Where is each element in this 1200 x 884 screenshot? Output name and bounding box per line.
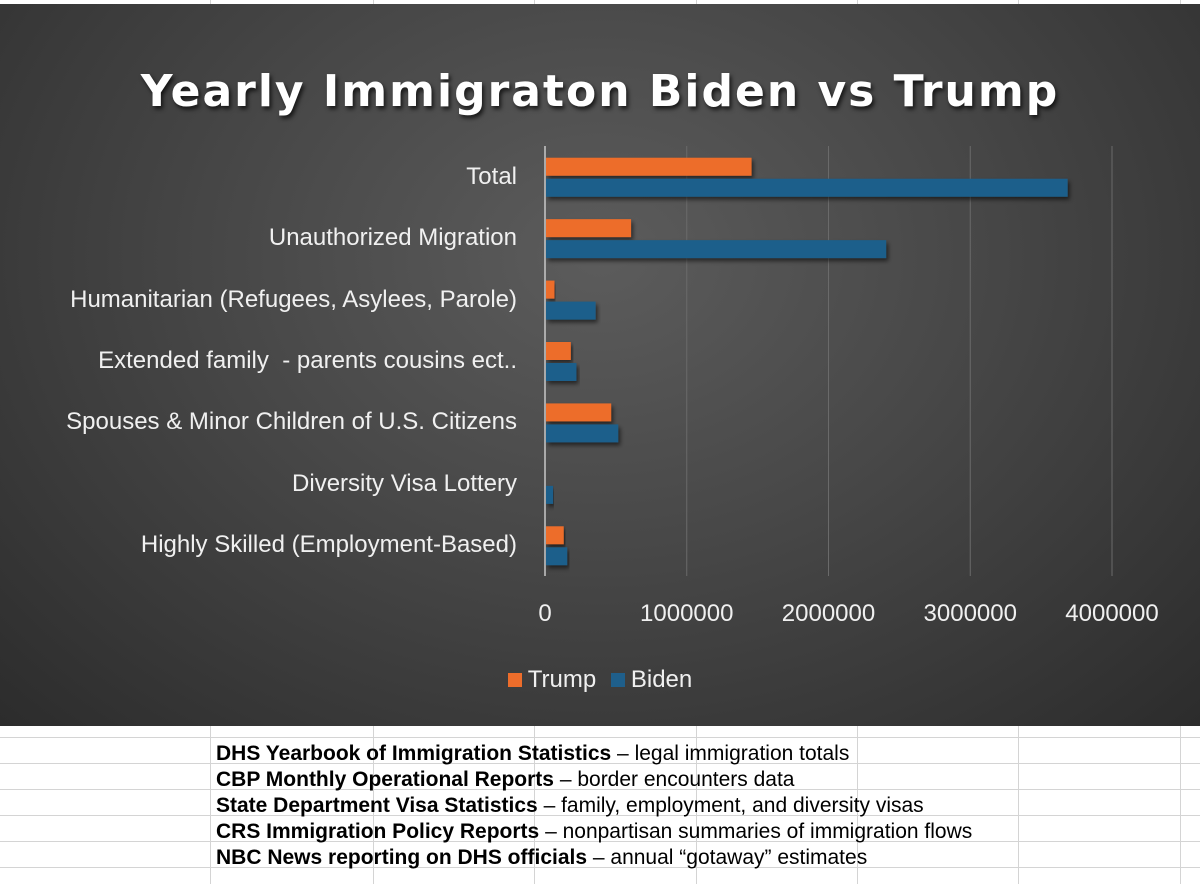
bar-biden[interactable] [546, 178, 1068, 197]
source-description: – family, employment, and diversity visa… [537, 794, 924, 817]
chart-legend: Trump Biden [0, 666, 1200, 694]
category-label: Total [466, 162, 517, 190]
legend-item-biden: Biden [610, 666, 693, 694]
chart-title: Yearly Immigraton Biden vs Trump [140, 66, 1060, 117]
bar-trump[interactable] [546, 526, 564, 545]
chart-area[interactable]: Yearly Immigraton Biden vs Trump Total Un… [0, 4, 1200, 726]
source-line: NBC News reporting on DHS officials – an… [216, 845, 972, 871]
source-line: CRS Immigration Policy Reports – nonpart… [216, 819, 972, 845]
source-name: State Department Visa Statistics [216, 794, 538, 817]
source-line: DHS Yearbook of Immigration Statistics –… [216, 741, 972, 767]
bar-biden[interactable] [546, 424, 619, 443]
bar-biden[interactable] [546, 547, 568, 566]
x-tick-label: 3000000 [923, 600, 1017, 627]
x-tick-label: 2000000 [781, 600, 876, 627]
sources-list: DHS Yearbook of Immigration Statistics –… [216, 741, 972, 871]
bar-trump[interactable] [546, 280, 555, 299]
category-label: Humanitarian (Refugees, Asylees, Parole) [70, 285, 517, 313]
bar-biden[interactable] [546, 301, 596, 320]
legend-label-trump: Trump [527, 666, 597, 693]
source-description: – annual “gotaway” estimates [587, 846, 868, 869]
source-description: – nonpartisan summaries of immigration f… [539, 820, 973, 843]
x-tick-label: 4000000 [1065, 600, 1159, 627]
category-label: Spouses & Minor Children of U.S. Citizen… [66, 408, 517, 436]
source-name: NBC News reporting on DHS officials [216, 846, 588, 869]
bar-biden[interactable] [546, 240, 887, 259]
source-name: DHS Yearbook of Immigration Statistics [216, 742, 612, 765]
category-label: Highly Skilled (Employment-Based) [140, 531, 517, 559]
source-line: State Department Visa Statistics – famil… [216, 793, 972, 819]
source-description: – legal immigration totals [611, 742, 850, 765]
category-label: Diversity Visa Lottery [292, 469, 517, 497]
source-name: CBP Monthly Operational Reports [216, 768, 554, 791]
legend-swatch-trump [507, 673, 522, 687]
bar-chart [544, 146, 1113, 576]
bar-biden[interactable] [546, 485, 554, 504]
legend-label-biden: Biden [630, 666, 693, 693]
x-tick-label: 1000000 [640, 600, 734, 627]
bar-trump[interactable] [546, 157, 752, 176]
bar-trump[interactable] [546, 403, 612, 422]
source-description: – border encounters data [553, 768, 795, 791]
bar-trump[interactable] [546, 219, 632, 238]
bar-biden[interactable] [546, 363, 577, 381]
bar-trump[interactable] [546, 342, 571, 360]
legend-swatch-biden [610, 673, 625, 687]
x-tick-label: 0 [538, 600, 552, 627]
category-label: Unauthorized Migration [268, 224, 517, 252]
category-label: Extended family - parents cousins ect.. [98, 347, 517, 374]
legend-item-trump: Trump [507, 666, 597, 694]
source-name: CRS Immigration Policy Reports [216, 820, 540, 843]
source-line: CBP Monthly Operational Reports – border… [216, 767, 972, 793]
